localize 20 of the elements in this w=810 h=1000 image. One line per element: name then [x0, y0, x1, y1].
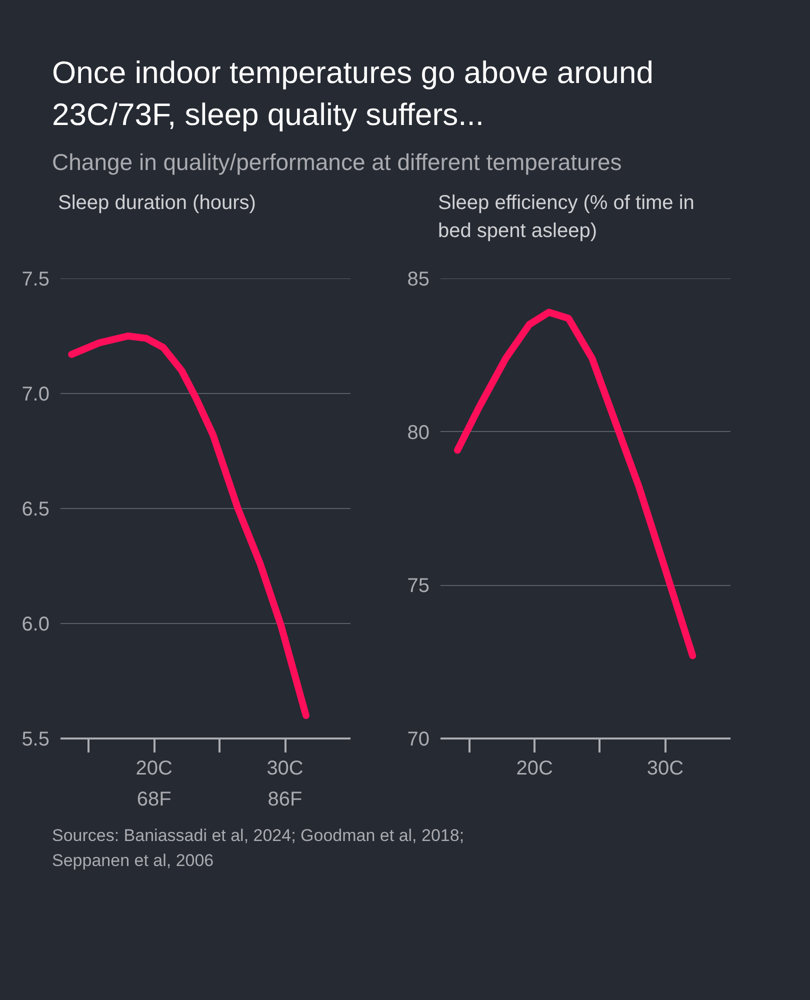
y-tick-label: 85 — [407, 268, 430, 290]
y-tick-label: 5.5 — [22, 728, 50, 750]
y-tick-label: 7.5 — [22, 268, 50, 290]
x-tick-label: 20C — [516, 757, 553, 780]
y-tick-label: 80 — [407, 421, 430, 444]
y-tick-label: 75 — [407, 574, 430, 597]
x2-tick-label: 86F — [268, 788, 302, 810]
y-tick-label: 6.0 — [22, 613, 50, 636]
y-tick-label: 6.5 — [22, 498, 50, 520]
x-tick-label: 20C — [136, 757, 172, 780]
y-axis-title: Sleep efficiency (% of time in bed spent asleep) — [438, 190, 696, 244]
x-tick-label: 30C — [646, 757, 684, 780]
source-note: Sources: Baniassadi et al, 2024; Goodman et al, 2018; Seppanen et al, 2006 — [52, 824, 466, 872]
chart-subtitle: Change in quality/performance at different temperatures — [52, 148, 622, 177]
x-tick-label: 30C — [266, 757, 304, 780]
chart-title: Once indoor temperatures go above around 23C/73F, sleep quality suffers... — [52, 54, 654, 134]
x2-tick-label: 68F — [136, 788, 172, 810]
y-tick-label: 7.0 — [22, 383, 50, 406]
y-tick-label: 70 — [407, 728, 430, 750]
y-axis-title: Sleep duration (hours) — [58, 190, 256, 216]
